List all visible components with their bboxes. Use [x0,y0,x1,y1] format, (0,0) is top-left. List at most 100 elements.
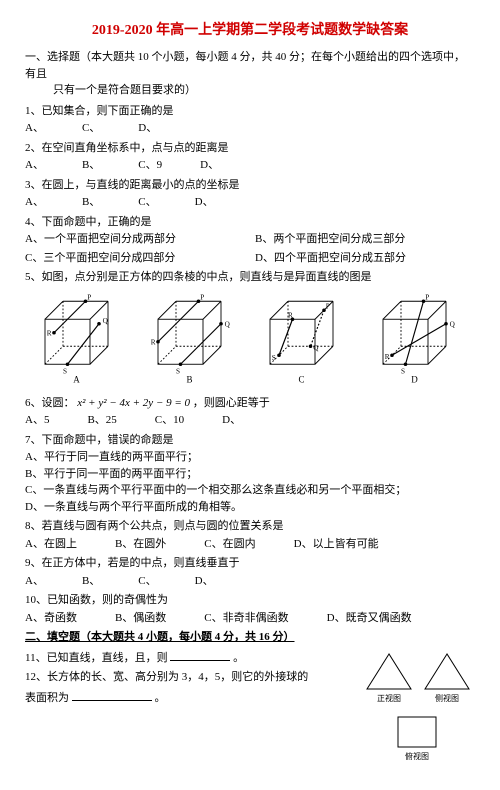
svg-text:S: S [272,353,276,361]
q8-opt-a: A、在圆上 [25,536,77,553]
q3-opt-d: D、 [195,194,214,211]
q3-opt-b: B、 [82,194,100,211]
q2-text: 2、在空间直角坐标系中，点与点的距离是 [25,140,475,157]
svg-text:A: A [74,374,81,384]
q6-opt-a: A、5 [25,412,49,429]
q11-pre: 11、已知直线，直线，且，则 [25,652,168,664]
q6-options: A、5 B、25 C、10 D、 [25,412,475,429]
q10-opt-a: A、奇函数 [25,610,77,627]
side-view-label: 侧视图 [435,693,459,703]
svg-text:R: R [288,311,293,319]
svg-text:S: S [176,367,180,375]
cube-figures: P Q R S A P Q R S B [25,292,475,387]
q4-options: A、一个平面把空间分成两部分 B、两个平面把空间分成三部分 C、三个平面把空间分… [25,231,475,266]
front-view-label: 正视图 [377,693,401,703]
q1-options: A、 C、 D、 [25,120,475,137]
q7-opt-b: B、平行于同一平面的两平面平行； [25,466,475,483]
q8-text: 8、若直线与圆有两个公共点，则点与圆的位置关系是 [25,518,475,535]
svg-text:R: R [151,338,156,346]
q11-post: 。 [233,652,244,664]
q3-opt-a: A、 [25,194,44,211]
q6-opt-c: C、10 [155,412,184,429]
q4-opt-d: D、四个平面把空间分成五部分 [255,250,475,267]
q7-opt-c: C、一条直线与两个平行平面中的一个相交那么这条直线必和另一个平面相交； [25,482,475,499]
svg-text:R: R [47,329,52,337]
q3-opt-c: C、 [138,194,156,211]
q5-text: 5、如图，点分别是正方体的四条棱的中点，则直线与是异面直线的图是 [25,269,475,286]
q2-options: A、 B、 C、9 D、 [25,157,475,174]
svg-text:S: S [63,367,67,375]
svg-text:P: P [326,302,330,310]
top-view-label: 俯视图 [405,751,429,761]
q9-text: 9、在正方体中，若是的中点，则直线垂直于 [25,555,475,572]
q6-opt-d: D、 [222,412,241,429]
q8-options: A、在圆上 B、在圆外 C、在圆内 D、以上皆有可能 [25,536,475,553]
svg-text:Q: Q [449,320,455,328]
q2-opt-c: C、9 [138,157,162,174]
section1-line2: 只有一个是符合题目要求的） [53,84,196,96]
q8-opt-c: C、在圆内 [204,536,255,553]
svg-text:S: S [401,367,405,375]
svg-text:B: B [186,374,192,384]
svg-text:Q: Q [313,343,319,351]
svg-text:R: R [385,352,390,360]
q12-line2-pre: 表面积为 [25,692,69,704]
cube-a: P Q R S A [36,292,126,387]
q7-opt-d: D、一条直线与两个平行平面所成的角相等。 [25,499,475,516]
cube-b: P Q R S B [149,292,239,387]
section1-line1: 一、选择题（本大题共 10 个小题，每小题 4 分，共 40 分；在每个小题给出… [25,51,465,80]
section2-heading: 二、填空题（本大题共 4 小题，每小题 4 分，共 16 分） [25,631,295,643]
q4-opt-a: A、一个平面把空间分成两部分 [25,231,245,248]
svg-text:P: P [88,293,92,301]
svg-text:D: D [411,374,418,384]
q4-text: 4、下面命题中，正确的是 [25,214,475,231]
q9-opt-d: D、 [195,573,214,590]
svg-text:P: P [425,293,429,301]
svg-text:Q: Q [103,316,109,324]
q1-opt-b: C、 [82,120,100,137]
q7-text: 7、下面命题中，错误的命题是 [25,432,475,449]
section2-row: 二、填空题（本大题共 4 小题，每小题 4 分，共 16 分） [25,629,475,646]
q8-opt-b: B、在圆外 [115,536,166,553]
q10-options: A、奇函数 B、偶函数 C、非奇非偶函数 D、既奇又偶函数 [25,610,475,627]
q7-opt-a: A、平行于同一直线的两平面平行； [25,449,475,466]
q6-formula: x² + y² − 4x + 2y − 9 = 0 [77,397,190,409]
q11-blank [170,649,230,661]
q2-opt-a: A、 [25,157,44,174]
q1-text: 1、已知集合，则下面正确的是 [25,103,475,120]
q9-opt-b: B、 [82,573,100,590]
q2-opt-d: D、 [200,157,219,174]
q3-text: 3、在圆上，与直线的距离最小的点的坐标是 [25,177,475,194]
q12-blank [72,689,152,701]
q10-opt-d: D、既奇又偶函数 [327,610,412,627]
q10-opt-b: B、偶函数 [115,610,166,627]
q1-opt-d: D、 [138,120,157,137]
cube-d: P Q R S D [374,292,464,387]
q12-line2-post: 。 [155,692,166,704]
q6-opt-b: B、25 [87,412,116,429]
q8-opt-d: D、以上皆有可能 [294,536,379,553]
q3-options: A、 B、 C、 D、 [25,194,475,211]
section1-heading: 一、选择题（本大题共 10 个小题，每小题 4 分，共 40 分；在每个小题给出… [25,49,475,99]
front-view-icon: 正视图 [362,649,417,704]
svg-text:C: C [299,374,305,384]
page-title: 2019-2020 年高一上学期第二学段考试题数学缺答案 [25,20,475,41]
projection-figures: 正视图 侧视图 俯视图 [362,649,475,770]
q10-text: 10、已知函数，则的奇偶性为 [25,592,475,609]
side-view-icon: 侧视图 [420,649,475,704]
q1-opt-a: A、 [25,120,44,137]
svg-text:P: P [200,293,204,301]
svg-text:Q: Q [224,320,230,328]
top-view-icon: 俯视图 [390,709,445,764]
q6: 6、设圆： x² + y² − 4x + 2y − 9 = 0 ，则圆心距等于 [25,395,475,412]
q10-opt-c: C、非奇非偶函数 [204,610,288,627]
q6-post: ，则圆心距等于 [193,397,270,409]
q4-opt-b: B、两个平面把空间分成三部分 [255,231,475,248]
q9-opt-a: A、 [25,573,44,590]
cube-c: P R Q S C [261,292,351,387]
q9-opt-c: C、 [138,573,156,590]
q9-options: A、 B、 C、 D、 [25,573,475,590]
q6-pre: 6、设圆： [25,397,75,409]
q4-opt-c: C、三个平面把空间分成四部分 [25,250,245,267]
q2-opt-b: B、 [82,157,100,174]
